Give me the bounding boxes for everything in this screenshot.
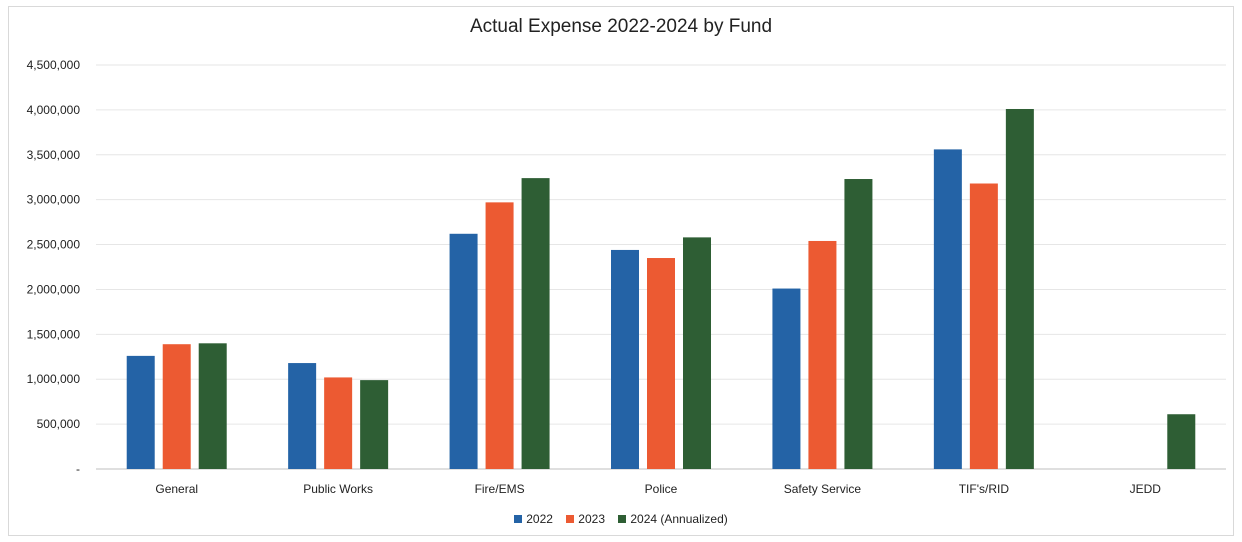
legend-item-2022: 2022 [514, 512, 553, 526]
legend-item-2024-annualized: 2024 (Annualized) [618, 512, 728, 526]
y-tick-label: 1,500,000 [27, 327, 81, 341]
x-tick-label: TIF's/RID [959, 482, 1010, 496]
bar [198, 343, 227, 469]
y-tick-label: 3,500,000 [27, 148, 81, 162]
x-tick-label: Public Works [303, 482, 373, 496]
bar [844, 179, 873, 470]
bar [1167, 414, 1196, 469]
legend-label-2023: 2023 [578, 512, 605, 526]
bar [485, 202, 514, 470]
y-tick-label: 500,000 [37, 417, 81, 431]
y-tick-label: 2,500,000 [27, 238, 81, 252]
bar [126, 355, 155, 469]
bar [808, 240, 837, 469]
legend-swatch-2024-annualized [618, 515, 627, 523]
bar [162, 344, 191, 469]
legend-label-2022: 2022 [526, 512, 553, 526]
bar [611, 249, 639, 469]
y-tick-label: 1,000,000 [27, 372, 81, 386]
bar [1005, 108, 1034, 469]
bar [324, 377, 353, 469]
bar [647, 258, 675, 469]
bar [288, 363, 317, 469]
bar [360, 380, 389, 469]
y-tick-label: 2,000,000 [27, 282, 81, 296]
x-tick-label: Police [645, 482, 678, 496]
bar [449, 233, 478, 469]
chart-legend: 2022 2023 2024 (Annualized) [0, 512, 1242, 526]
y-tick-label: 4,500,000 [27, 58, 81, 72]
y-tick-label: - [76, 462, 80, 476]
bar [683, 237, 711, 469]
bar [969, 183, 998, 470]
bar [933, 149, 962, 469]
bar [521, 178, 550, 469]
x-tick-label: JEDD [1130, 482, 1162, 496]
x-tick-label: Fire/EMS [475, 482, 525, 496]
y-tick-label: 4,000,000 [27, 103, 81, 117]
legend-swatch-2022 [514, 515, 523, 523]
x-tick-label: Safety Service [784, 482, 862, 496]
chart-title: Actual Expense 2022-2024 by Fund [469, 16, 773, 37]
bar [772, 288, 801, 469]
x-tick-label: General [155, 482, 198, 496]
y-tick-label: 3,000,000 [27, 193, 81, 207]
legend-swatch-2023 [566, 515, 575, 523]
legend-item-2023: 2023 [566, 512, 605, 526]
legend-label-2024-annualized: 2024 (Annualized) [630, 512, 728, 526]
